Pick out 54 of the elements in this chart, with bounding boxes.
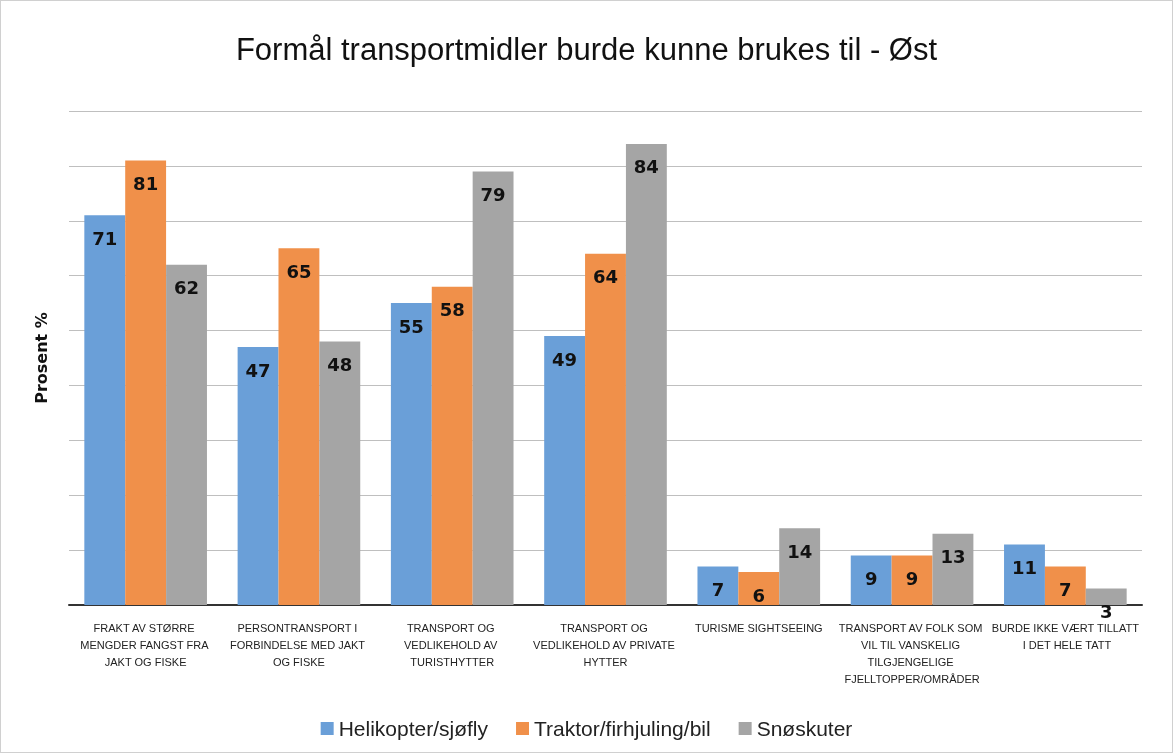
data-label: 6 <box>752 584 766 606</box>
data-label: 11 <box>1011 557 1038 579</box>
legend-label: Traktor/firhjuling/bil <box>534 717 711 740</box>
x-tick-label: BURDE IKKE VÆRT TILLATT I DET HELE TATT <box>991 621 1140 651</box>
bar <box>84 215 126 605</box>
bar <box>585 253 626 605</box>
x-tick-label: TURISME SIGHTSEEING <box>694 621 823 634</box>
data-label: 13 <box>940 546 966 568</box>
bar <box>319 341 361 605</box>
bar <box>891 555 933 605</box>
bar <box>166 264 207 605</box>
y-axis-title: Prosent % <box>31 312 51 404</box>
bar <box>390 303 432 605</box>
chart-title: Formål transportmidler burde kunne brukes til - Øst <box>235 32 938 67</box>
data-label: 71 <box>92 227 118 249</box>
legend-label: Snøskuter <box>756 717 853 740</box>
bar <box>472 171 514 605</box>
bar <box>779 528 821 605</box>
data-label: 55 <box>398 315 424 337</box>
x-tick-label: TRANSPORT OG VEDLIKEHOLD AV PRIVATE HYTTER <box>533 621 678 668</box>
data-label: 81 <box>133 172 159 194</box>
bar <box>1004 544 1045 605</box>
bar <box>932 533 974 605</box>
data-label: 9 <box>905 568 919 590</box>
data-label: 49 <box>552 348 578 370</box>
bar <box>237 347 279 605</box>
bar <box>1085 588 1127 605</box>
data-label: 48 <box>327 354 353 376</box>
data-label: 64 <box>592 266 619 288</box>
x-tick-label: FRAKT AV STØRRE MENGDER FANGST FRA JAKT OG FISKE <box>80 621 211 668</box>
bar <box>278 248 320 605</box>
bar <box>697 566 739 605</box>
bar <box>625 143 667 605</box>
data-label: 7 <box>711 579 725 601</box>
data-label: 7 <box>1059 579 1072 601</box>
data-label: 14 <box>787 540 813 562</box>
bar <box>850 555 892 605</box>
bar <box>125 160 167 605</box>
data-label: 58 <box>439 299 465 321</box>
bar <box>738 572 780 605</box>
x-tick-label: PERSONTRANSPORT I FORBINDELSE MED JAKT OG FISKE <box>229 621 368 668</box>
legend-label: Helikopter/sjøfly <box>338 717 489 740</box>
data-label: 9 <box>864 568 878 590</box>
data-label: 3 <box>1099 601 1113 623</box>
data-label: 65 <box>286 260 312 282</box>
x-tick-label: TRANSPORT OG VEDLIKEHOLD AV TURISTHYTTER <box>404 621 501 668</box>
data-label: 79 <box>480 183 506 205</box>
x-tick-label: TRANSPORT AV FOLK SOM VIL TIL VANSKELIG TILGJENGELIGE FJELLTOPPER/OMRÅDER <box>838 621 986 685</box>
data-label: 47 <box>245 359 271 381</box>
bar <box>431 286 473 605</box>
data-label: 84 <box>633 156 659 178</box>
bar <box>544 336 586 605</box>
bar <box>1044 566 1086 605</box>
data-label: 62 <box>173 277 200 299</box>
